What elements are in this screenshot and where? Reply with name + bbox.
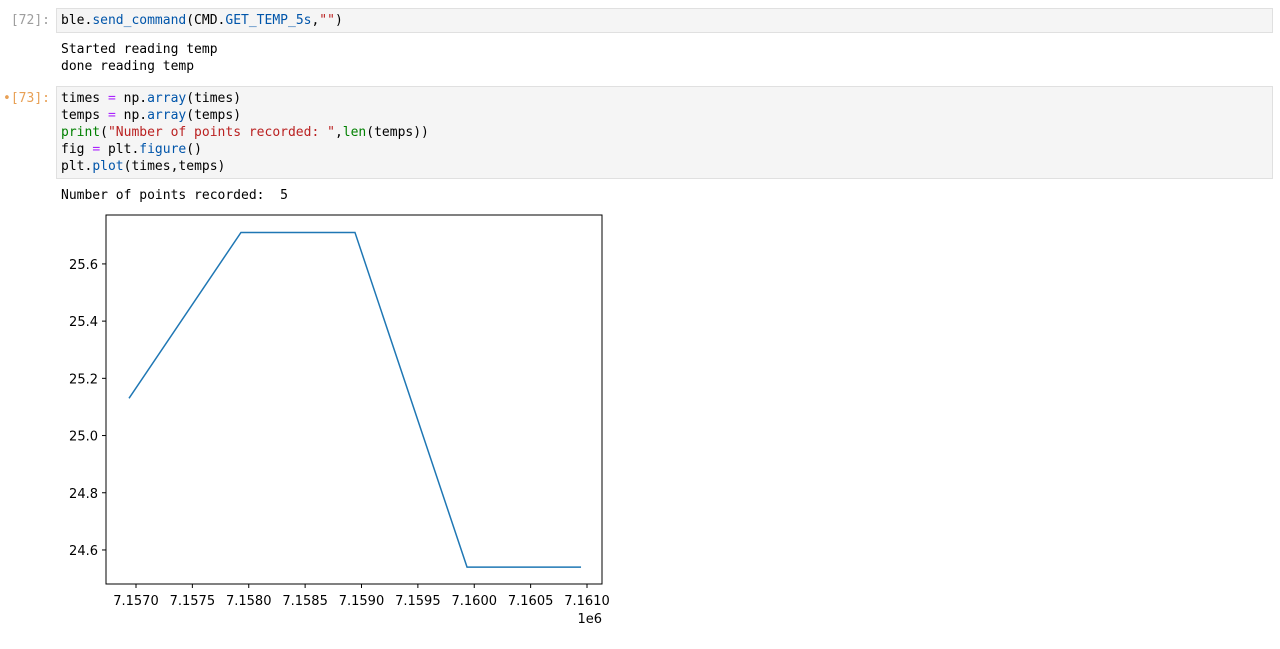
code-token: (times) [186, 91, 242, 106]
code-cell: ble.send_command(CMD.GET_TEMP_5s,"") [56, 8, 1273, 33]
code-token: () [186, 142, 202, 157]
code-token: = [107, 108, 116, 123]
x-tick-label: 7.1595 [395, 594, 441, 609]
code-cell: times = np.array(times) temps = np.array(… [56, 86, 1273, 179]
code-token: len [342, 125, 367, 140]
y-tick-label: 25.4 [69, 315, 98, 330]
code-token: figure [139, 142, 187, 157]
output-line: done reading temp [61, 59, 195, 74]
code-token: GET_TEMP_5s [225, 13, 312, 28]
x-tick-label: 7.1610 [564, 594, 610, 609]
code-line: temps = np.array(temps) [61, 107, 1268, 124]
code-token: plot [92, 159, 124, 174]
code-line: plt.plot(times,temps) [61, 158, 1268, 175]
code-token: fig [61, 142, 93, 157]
chart: 7.1570 7.1575 7.1580 7.1585 7.1590 7.1595 7.16… [69, 214, 610, 627]
code-token: (temps) [186, 108, 242, 123]
output-line: Started reading temp [61, 42, 218, 57]
code-token: ) [334, 13, 343, 28]
code-token: = [92, 142, 101, 157]
code-line: fig = plt.figure() [61, 141, 1268, 158]
x-tick-label: 7.1580 [226, 594, 272, 609]
code-token: "Number of points recorded: " [107, 125, 335, 140]
code-token: plt. [100, 142, 140, 157]
plot-frame [105, 214, 603, 585]
x-tick-label: 7.1600 [452, 594, 498, 609]
code-token: array [147, 91, 187, 106]
code-token: (CMD. [186, 13, 226, 28]
code-line: ble.send_command(CMD.GET_TEMP_5s,"") [61, 12, 1268, 29]
code-token: , [311, 13, 320, 28]
y-tick-label: 24.6 [69, 544, 98, 559]
code-token: (temps)) [366, 125, 429, 140]
code-line: times = np.array(times) [61, 90, 1268, 107]
x-tick-label: 7.1585 [282, 594, 328, 609]
y-tick-label: 25.6 [69, 258, 98, 273]
code-token: times [61, 91, 108, 106]
cell-prompt: •[73]: [3, 91, 50, 106]
x-tick-label: 7.1575 [170, 594, 216, 609]
code-token: (times,temps) [123, 159, 226, 174]
code-token: send_command [92, 13, 187, 28]
code-token: ( [100, 125, 108, 140]
x-tick-label: 7.1605 [508, 594, 554, 609]
code-token: print [61, 125, 101, 140]
code-line: print("Number of points recorded: ",len(… [61, 124, 1268, 141]
cell-prompt: [72]: [10, 13, 50, 28]
output-line: Number of points recorded: 5 [61, 188, 288, 203]
x-offset-label: 1e6 [577, 612, 602, 627]
code-token: np. [115, 108, 148, 123]
code-token: , [334, 125, 343, 140]
code-token: temps [61, 108, 108, 123]
code-token: "" [319, 13, 335, 28]
code-token: = [107, 91, 116, 106]
data-line [128, 231, 582, 568]
code-token: plt. [61, 159, 93, 174]
x-tick-label: 7.1570 [113, 594, 159, 609]
code-token: array [147, 108, 187, 123]
code-token: np. [115, 91, 148, 106]
y-tick-label: 25.0 [69, 430, 98, 445]
code-token: ble. [61, 13, 93, 28]
y-tick-label: 25.2 [69, 372, 98, 387]
y-tick-label: 24.8 [69, 487, 98, 502]
x-tick-label: 7.1590 [339, 594, 385, 609]
